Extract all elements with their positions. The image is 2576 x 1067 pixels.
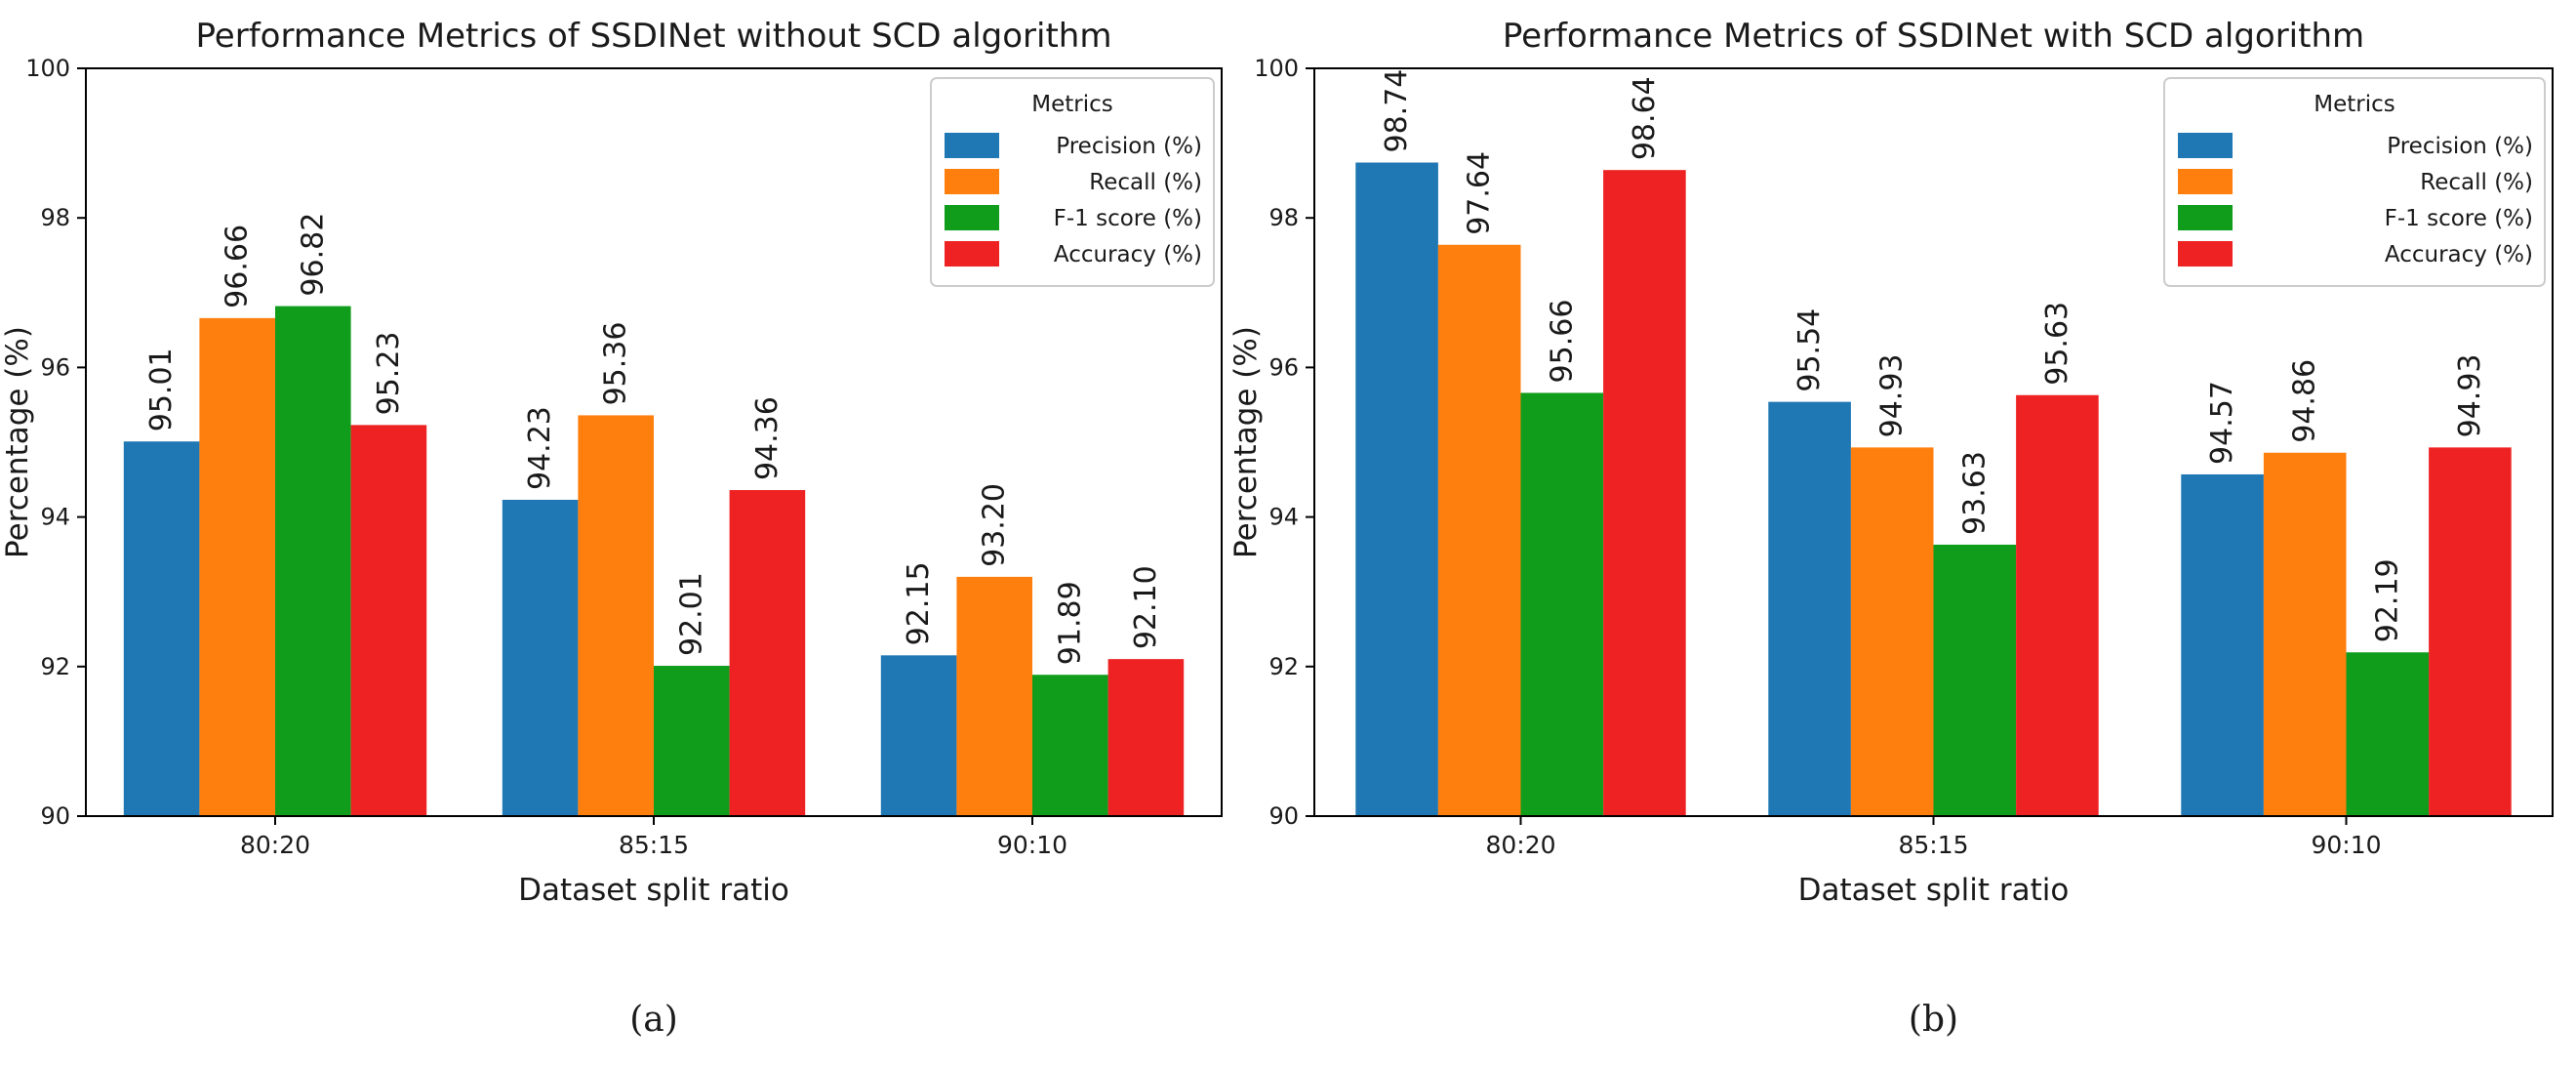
bar-accuracy-80-20 xyxy=(350,425,427,816)
data-label: 94.93 xyxy=(2453,353,2487,437)
bar-accuracy-90-10 xyxy=(2429,447,2512,816)
bar-accuracy-90-10 xyxy=(1107,659,1185,816)
data-label: 95.63 xyxy=(2040,302,2074,386)
legend-title: Metrics xyxy=(2314,92,2395,117)
legend: Metrics Precision (%) Recall (%) F-1 score … xyxy=(930,77,1215,287)
data-label: 94.93 xyxy=(1875,353,1910,437)
legend-label: Recall (%) xyxy=(2420,170,2533,195)
y-tick-label: 100 xyxy=(25,55,70,82)
bar-f1-85-15 xyxy=(1933,544,2017,816)
y-tick-label: 94 xyxy=(40,504,70,531)
data-label: 94.23 xyxy=(523,406,557,490)
legend-label: Recall (%) xyxy=(1089,170,1202,195)
legend-swatch xyxy=(2178,169,2233,194)
bar-precision-90-10 xyxy=(880,655,957,816)
y-tick-label: 100 xyxy=(1254,55,1299,82)
data-label: 92.01 xyxy=(674,572,708,656)
data-label: 97.64 xyxy=(1463,151,1497,235)
bar-f1-90-10 xyxy=(1032,675,1108,816)
panel-caption: (b) xyxy=(1909,1000,1958,1040)
legend-label: F-1 score (%) xyxy=(1054,206,1202,231)
chart-panel-b: Performance Metrics of SSDINet with SCD … xyxy=(1228,17,2554,1040)
data-label: 96.82 xyxy=(296,213,330,297)
bar-f1-80-20 xyxy=(1520,392,1604,816)
x-tick-label: 85:15 xyxy=(619,831,689,859)
y-axis-label: Percentage (%) xyxy=(1228,326,1264,558)
bar-accuracy-85-15 xyxy=(729,490,806,816)
data-label: 95.36 xyxy=(599,322,633,406)
data-label: 98.74 xyxy=(1380,69,1414,153)
data-label: 95.66 xyxy=(1545,300,1579,384)
bar-accuracy-80-20 xyxy=(1603,170,1686,816)
bar-recall-85-15 xyxy=(1850,447,1934,816)
x-tick-label: 90:10 xyxy=(997,831,1067,859)
legend-title: Metrics xyxy=(1031,92,1113,117)
y-tick-label: 96 xyxy=(1268,353,1299,381)
y-tick-label: 90 xyxy=(1268,802,1299,830)
bar-f1-80-20 xyxy=(275,306,351,816)
data-label: 92.10 xyxy=(1129,565,1163,649)
bar-recall-80-20 xyxy=(199,317,275,816)
bar-precision-80-20 xyxy=(123,441,200,816)
legend: Metrics Precision (%) Recall (%) F-1 score … xyxy=(2163,77,2546,287)
bar-precision-85-15 xyxy=(502,499,579,816)
y-tick-label: 98 xyxy=(1268,204,1299,231)
legend-label: Precision (%) xyxy=(1056,134,1202,159)
legend-box xyxy=(930,77,1215,287)
data-label: 93.63 xyxy=(1957,451,1992,535)
data-label: 92.15 xyxy=(902,561,936,645)
data-label: 95.23 xyxy=(372,331,406,415)
y-tick-label: 94 xyxy=(1268,504,1299,531)
bar-f1-85-15 xyxy=(654,666,730,816)
legend-swatch xyxy=(2178,241,2233,267)
legend-swatch xyxy=(945,133,999,158)
y-tick-label: 96 xyxy=(40,353,70,381)
bar-f1-90-10 xyxy=(2346,652,2430,816)
chart-title: Performance Metrics of SSDINet with SCD … xyxy=(1503,17,2364,56)
legend-swatch xyxy=(945,205,999,230)
bar-precision-90-10 xyxy=(2181,473,2264,816)
data-label: 92.19 xyxy=(2370,558,2404,642)
x-tick-label: 90:10 xyxy=(2311,831,2381,859)
data-label: 91.89 xyxy=(1053,581,1087,665)
legend-box xyxy=(2163,77,2546,287)
x-tick-label: 80:20 xyxy=(240,831,310,859)
data-label: 93.20 xyxy=(978,483,1012,567)
bar-recall-80-20 xyxy=(1437,244,1521,816)
bar-accuracy-85-15 xyxy=(2016,394,2099,816)
panel-caption: (a) xyxy=(629,1000,678,1040)
x-tick-label: 85:15 xyxy=(1898,831,1968,859)
chart-title: Performance Metrics of SSDINet without S… xyxy=(196,17,1112,56)
y-axis-label: Percentage (%) xyxy=(0,326,35,558)
legend-swatch xyxy=(2178,133,2233,158)
data-label: 94.36 xyxy=(750,396,785,480)
data-label: 95.01 xyxy=(144,348,179,431)
chart-panel-a: Performance Metrics of SSDINet without S… xyxy=(0,17,1223,1040)
data-label: 98.64 xyxy=(1628,76,1662,160)
data-label: 94.86 xyxy=(2288,359,2322,443)
data-label: 94.57 xyxy=(2205,381,2239,465)
x-axis-label: Dataset split ratio xyxy=(1798,873,2070,908)
bar-precision-85-15 xyxy=(1768,401,1851,816)
y-tick-label: 98 xyxy=(40,204,70,231)
y-tick-label: 92 xyxy=(1268,653,1299,680)
y-tick-label: 92 xyxy=(40,653,70,680)
legend-label: Precision (%) xyxy=(2387,134,2533,159)
legend-swatch xyxy=(2178,205,2233,230)
legend-label: F-1 score (%) xyxy=(2385,206,2533,231)
legend-swatch xyxy=(945,169,999,194)
data-label: 95.54 xyxy=(1792,308,1827,392)
data-label: 96.66 xyxy=(221,225,255,308)
bar-recall-85-15 xyxy=(578,415,654,816)
y-tick-label: 90 xyxy=(40,802,70,830)
x-axis-label: Dataset split ratio xyxy=(518,873,789,908)
legend-label: Accuracy (%) xyxy=(1054,242,1202,267)
legend-swatch xyxy=(945,241,999,267)
bar-recall-90-10 xyxy=(2263,452,2347,816)
bar-precision-80-20 xyxy=(1355,162,1438,817)
bar-recall-90-10 xyxy=(956,576,1032,816)
legend-label: Accuracy (%) xyxy=(2385,242,2533,267)
x-tick-label: 80:20 xyxy=(1485,831,1555,859)
